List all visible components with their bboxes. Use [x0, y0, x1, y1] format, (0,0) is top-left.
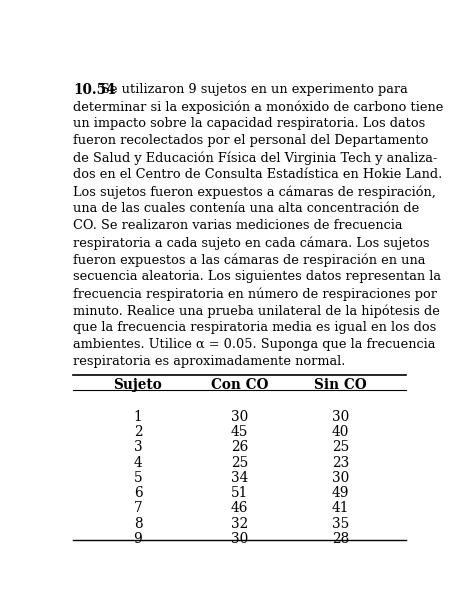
Text: respiratoria es aproximadamente normal.: respiratoria es aproximadamente normal. — [73, 355, 345, 368]
Text: Con CO: Con CO — [211, 378, 268, 392]
Text: 6: 6 — [134, 486, 142, 500]
Text: 40: 40 — [332, 425, 349, 439]
Text: 10.54: 10.54 — [73, 83, 115, 97]
Text: secuencia aleatoria. Los siguientes datos representan la: secuencia aleatoria. Los siguientes dato… — [73, 270, 441, 283]
Text: un impacto sobre la capacidad respiratoria. Los datos: un impacto sobre la capacidad respirator… — [73, 117, 425, 130]
Text: 35: 35 — [332, 517, 349, 531]
Text: 30: 30 — [231, 532, 248, 546]
Text: de Salud y Educación Física del Virginia Tech y analiza-: de Salud y Educación Física del Virginia… — [73, 151, 437, 165]
Text: Sin CO: Sin CO — [314, 378, 367, 392]
Text: 8: 8 — [134, 517, 142, 531]
Text: 4: 4 — [134, 456, 142, 469]
Text: 30: 30 — [231, 410, 248, 424]
Text: 41: 41 — [332, 501, 349, 515]
Text: 32: 32 — [231, 517, 248, 531]
Text: 30: 30 — [332, 471, 349, 485]
Text: fueron expuestos a las cámaras de respiración en una: fueron expuestos a las cámaras de respir… — [73, 253, 425, 267]
Text: 25: 25 — [231, 456, 248, 469]
Text: CO. Se realizaron varias mediciones de frecuencia: CO. Se realizaron varias mediciones de f… — [73, 219, 403, 232]
Text: 25: 25 — [332, 440, 349, 454]
Text: Se utilizaron 9 sujetos en un experimento para: Se utilizaron 9 sujetos en un experiment… — [101, 83, 408, 96]
Text: fueron recolectados por el personal del Departamento: fueron recolectados por el personal del … — [73, 134, 428, 147]
Text: una de las cuales contenía una alta concentración de: una de las cuales contenía una alta conc… — [73, 202, 419, 215]
Text: respiratoria a cada sujeto en cada cámara. Los sujetos: respiratoria a cada sujeto en cada cámar… — [73, 236, 429, 250]
Text: dos en el Centro de Consulta Estadística en Hokie Land.: dos en el Centro de Consulta Estadística… — [73, 168, 442, 181]
Text: minuto. Realice una prueba unilateral de la hipótesis de: minuto. Realice una prueba unilateral de… — [73, 304, 440, 318]
Text: 23: 23 — [332, 456, 349, 469]
Text: Los sujetos fueron expuestos a cámaras de respiración,: Los sujetos fueron expuestos a cámaras d… — [73, 185, 436, 199]
Text: 28: 28 — [332, 532, 349, 546]
Text: 34: 34 — [231, 471, 248, 485]
Text: 9: 9 — [134, 532, 142, 546]
Text: 26: 26 — [231, 440, 248, 454]
Text: 3: 3 — [134, 440, 142, 454]
Text: 7: 7 — [134, 501, 142, 515]
Text: frecuencia respiratoria en número de respiraciones por: frecuencia respiratoria en número de res… — [73, 287, 437, 301]
Text: que la frecuencia respiratoria media es igual en los dos: que la frecuencia respiratoria media es … — [73, 321, 436, 334]
Text: 1: 1 — [134, 410, 142, 424]
Text: 45: 45 — [231, 425, 248, 439]
Text: 30: 30 — [332, 410, 349, 424]
Text: 46: 46 — [231, 501, 248, 515]
Text: ambientes. Utilice α = 0.05. Suponga que la frecuencia: ambientes. Utilice α = 0.05. Suponga que… — [73, 338, 435, 351]
Text: Sujeto: Sujeto — [113, 378, 163, 392]
Text: 2: 2 — [134, 425, 142, 439]
Text: 51: 51 — [231, 486, 248, 500]
Text: determinar si la exposición a monóxido de carbono tiene: determinar si la exposición a monóxido d… — [73, 100, 443, 113]
Text: 5: 5 — [134, 471, 142, 485]
Text: 49: 49 — [332, 486, 349, 500]
